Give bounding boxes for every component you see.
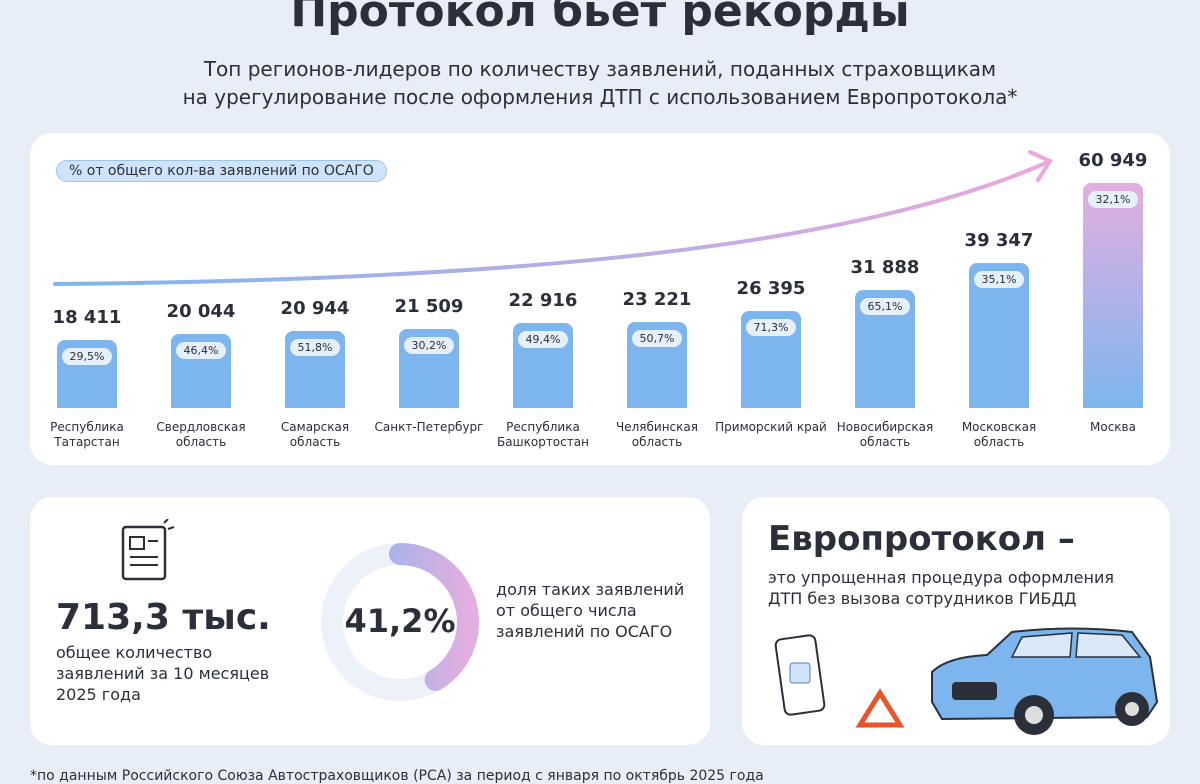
- donut-arc: [321, 543, 479, 701]
- definition-text: это упрощенная процедура оформления ДТП …: [768, 568, 1114, 608]
- subtitle: Топ регионов-лидеров по количеству заявл…: [203, 57, 997, 81]
- value-label: 20 044: [166, 301, 236, 322]
- value-label: 60 949: [1078, 150, 1148, 171]
- donut: 41,2%: [321, 543, 479, 701]
- share-label: 71,3%: [746, 318, 796, 336]
- x-tick-label: Республика Татарстан: [50, 420, 124, 449]
- share-label: 46,4%: [176, 342, 226, 359]
- x-tick-label: Челябинская область: [616, 420, 698, 449]
- stats-card: 713,3 тыс. общее количество заявлений за…: [30, 497, 710, 745]
- value-label: 21 509: [394, 295, 464, 317]
- definition-card: Европротокол – это упрощенная процедура …: [742, 497, 1170, 745]
- share-caption: доля таких заявлений от общего числа зая…: [496, 580, 685, 641]
- value-label: 22 916: [508, 290, 578, 312]
- subtitle: на урегулирование после оформления ДТП с…: [182, 85, 1018, 109]
- value-label: 26 395: [736, 277, 806, 299]
- trend-arrow: [53, 150, 1053, 286]
- x-tick-label: Санкт-Петербург: [374, 420, 484, 434]
- definition-title: Европротокол –: [768, 519, 1075, 559]
- footnote: *по данным Российского Союза Автострахов…: [30, 768, 764, 784]
- donut-label: 41,2%: [344, 602, 455, 640]
- share-label: 32,1%: [1088, 191, 1138, 208]
- total-value: 713,3 тыс.: [56, 597, 271, 638]
- total-caption: общее количество заявлений за 10 месяцев…: [56, 643, 270, 704]
- legend-label: % от общего кол-ва заявлений по ОСАГО: [56, 160, 387, 182]
- title: Протокол бьет рекорды: [290, 0, 910, 37]
- share-label: 50,7%: [632, 330, 682, 348]
- x-tick-label: Москва: [1090, 420, 1136, 434]
- value-label: 31 888: [850, 257, 920, 279]
- x-tick-label: Приморский край: [715, 420, 827, 434]
- value-label: 18 411: [52, 307, 122, 329]
- value-label: 39 347: [964, 229, 1034, 251]
- bar: [1083, 183, 1143, 408]
- share-label: 35,1%: [974, 270, 1024, 288]
- x-tick-label: Московская область: [961, 420, 1037, 449]
- x-tick-label: Самарская область: [280, 420, 350, 449]
- car-illustration: [774, 627, 1159, 735]
- share-label: 30,2%: [404, 336, 454, 354]
- value-label: 23 221: [622, 289, 692, 311]
- x-tick-label: Новосибирская область: [836, 420, 934, 449]
- share-label: 29,5%: [62, 348, 112, 366]
- share-label: 49,4%: [518, 331, 568, 349]
- share-label: 51,8%: [290, 338, 340, 356]
- x-tick-label: Республика Башкортостан: [497, 420, 589, 449]
- document-icon: [121, 519, 175, 581]
- share-label: 65,1%: [860, 298, 910, 316]
- value-label: 20 944: [280, 297, 350, 319]
- x-tick-label: Свердловская область: [156, 420, 246, 449]
